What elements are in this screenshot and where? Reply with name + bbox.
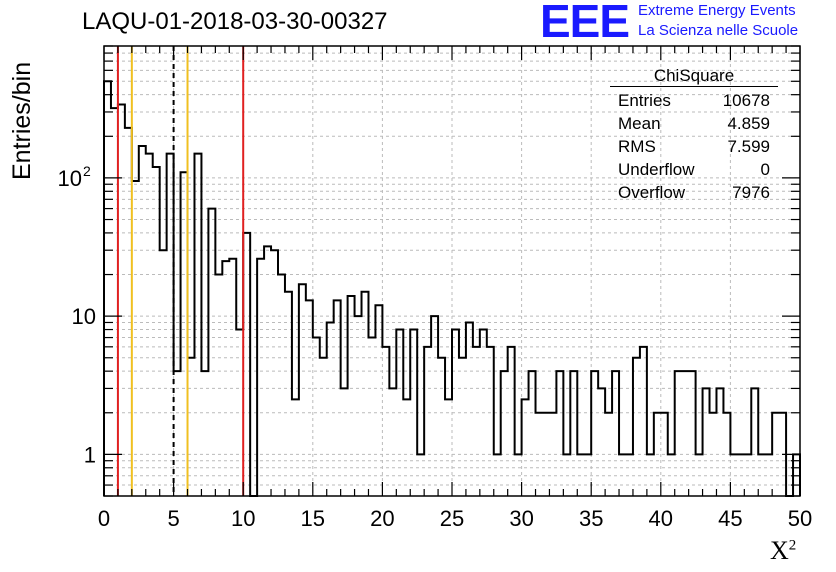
logo-line-2: La Scienza nelle Scuole (638, 22, 799, 39)
stats-label: Underflow (618, 160, 695, 179)
x-tick-label: 20 (370, 506, 394, 531)
x-tick-label: 15 (301, 506, 325, 531)
y-tick-label: 1 (84, 442, 96, 467)
stats-row-overflow: Overflow 7976 (610, 181, 778, 204)
stats-value: 4.859 (727, 114, 770, 133)
y-tick-label: 10 (72, 304, 96, 329)
stats-value: 7976 (732, 183, 770, 202)
histogram-series (103, 80, 801, 497)
stats-row-entries: Entries 10678 (610, 89, 778, 112)
y-tick-label-superscript: 2 (83, 163, 91, 179)
stats-title: ChiSquare (610, 66, 778, 87)
x-tick-label: 5 (167, 506, 179, 531)
eee-logo-mark: EEE (540, 0, 630, 47)
stats-value: 0 (760, 160, 770, 179)
x-tick-label: 25 (440, 506, 464, 531)
x-tick-label: 10 (231, 506, 255, 531)
logo-line-1: Extreme Energy Events (638, 2, 796, 19)
chart-title: LAQU-01-2018-03-30-00327 (82, 8, 388, 35)
stats-label: RMS (618, 137, 656, 156)
y-axis-label: Entries/bin (8, 61, 36, 180)
stats-row-underflow: Underflow 0 (610, 158, 778, 181)
x-tick-label: 45 (718, 506, 742, 531)
stats-row-mean: Mean 4.859 (610, 112, 778, 135)
stats-label: Overflow (618, 183, 686, 202)
stats-label: Entries (618, 91, 671, 110)
x-tick-label: 30 (509, 506, 533, 531)
x-axis-label-text: X (770, 536, 789, 565)
x-axis-label: X2 (770, 536, 796, 566)
stats-value: 10678 (722, 91, 770, 110)
stats-label: Mean (618, 114, 661, 133)
y-tick-label: 10 (58, 166, 82, 191)
stats-row-rms: RMS 7.599 (610, 135, 778, 158)
stats-box: ChiSquare Entries 10678 Mean 4.859 RMS 7… (610, 66, 778, 204)
stats-value: 7.599 (727, 137, 770, 156)
x-tick-label: 40 (649, 506, 673, 531)
x-tick-label: 50 (788, 506, 812, 531)
x-axis-label-superscript: 2 (788, 537, 797, 554)
x-tick-label: 0 (98, 506, 110, 531)
x-tick-label: 35 (579, 506, 603, 531)
